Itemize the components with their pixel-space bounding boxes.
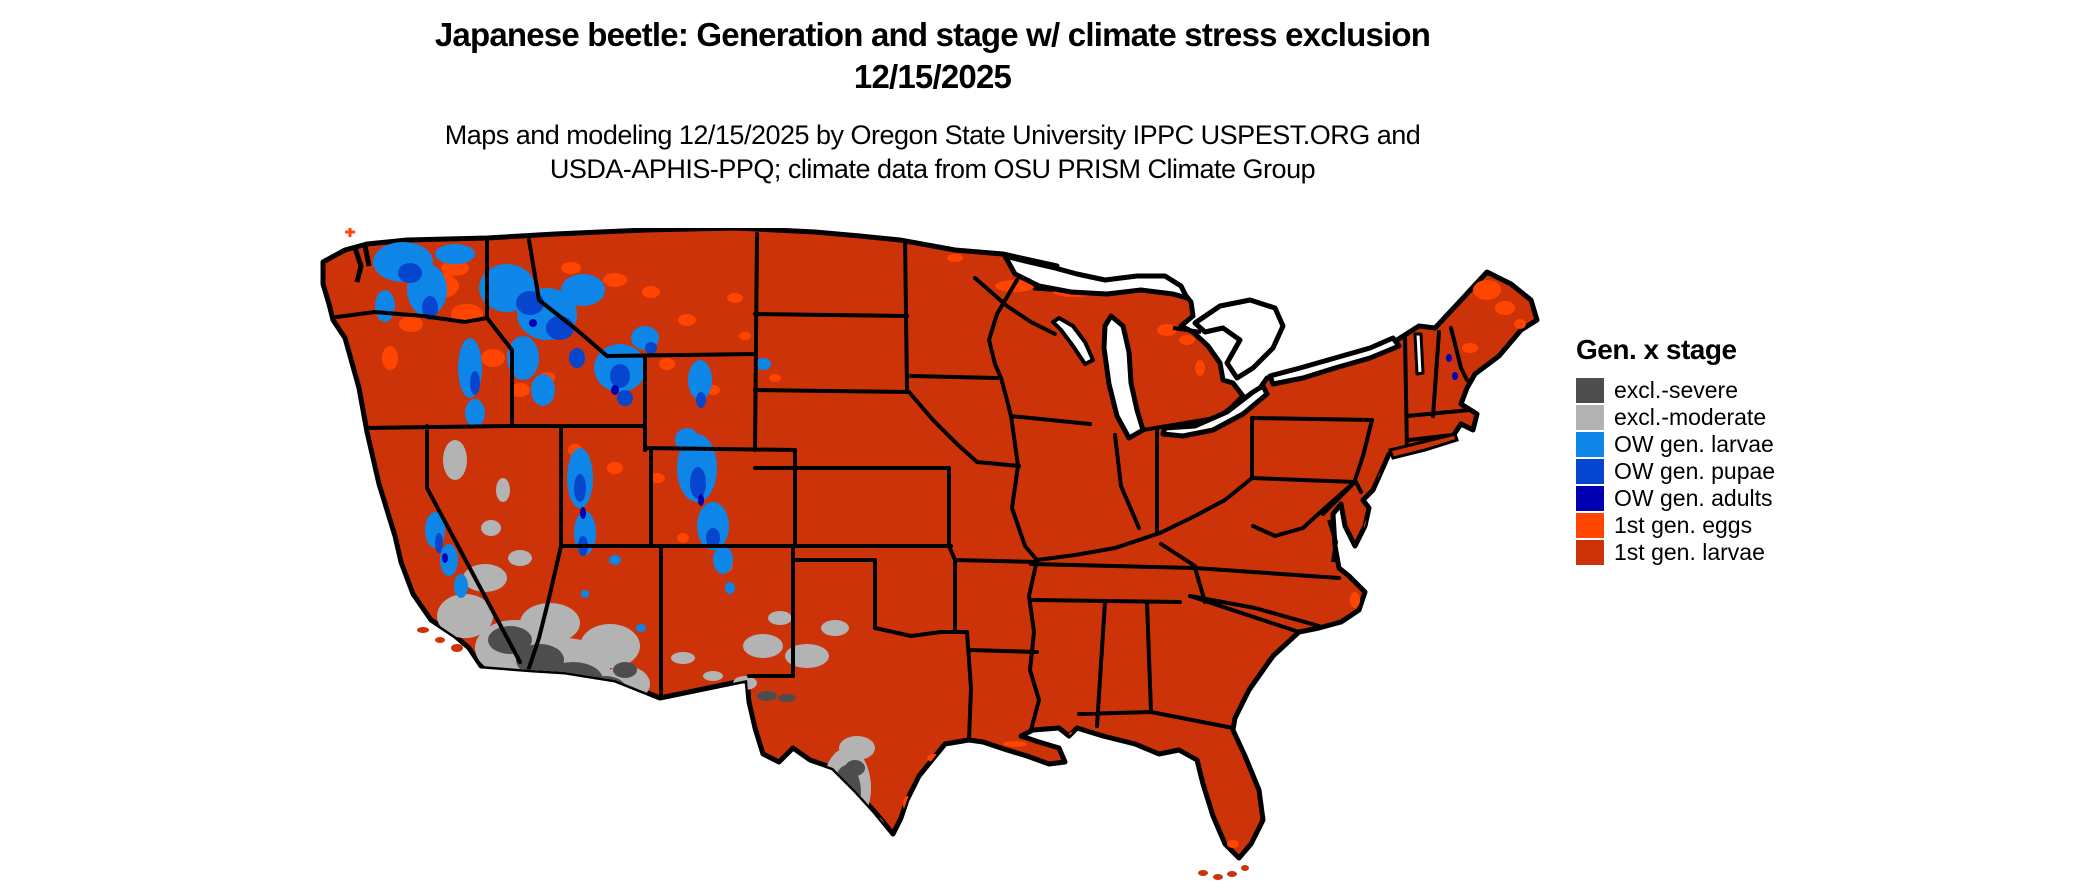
legend-item-label: OW gen. adults [1614,485,1773,511]
lake-champlain [1413,332,1425,376]
mackinac-strait [1172,326,1202,334]
legend-swatch [1576,459,1604,484]
puget-sound [352,245,372,283]
lake-michigan [1101,313,1146,441]
lake-huron [1192,297,1286,381]
title-line-1: Japanese beetle: Generation and stage w/… [434,16,1431,53]
lake-superior [1002,253,1190,301]
legend-title: Gen. x stage [1576,334,1737,365]
legend-item-label: excl.-moderate [1614,404,1767,430]
subtitle-line-1: Maps and modeling 12/15/2025 by Oregon S… [444,120,1421,150]
chesapeake-bay [1327,519,1339,563]
map-region-ow-pupae [398,263,720,556]
legend-swatch [1576,486,1604,511]
islands [1388,432,1459,460]
lake-erie [1160,383,1270,439]
legend-swatch [1576,540,1604,565]
legend-item: OW gen. larvae [1576,431,1775,457]
us-map [315,228,1547,892]
legend-item-label: 1st gen. eggs [1614,512,1753,538]
legend-item-label: OW gen. pupae [1614,458,1776,484]
legend-item: excl.-moderate [1576,404,1775,430]
lake-ontario [1267,335,1402,387]
great-lakes [1002,253,1425,441]
legend-item: 1st gen. eggs [1576,512,1775,538]
legend-item-label: OW gen. larvae [1614,431,1774,457]
title-line-2: 12/15/2025 [853,58,1012,95]
legend-item: OW gen. pupae [1576,458,1776,484]
legend-swatch [1576,378,1604,403]
long-island [1388,432,1459,460]
subtitle-line-2: USDA-APHIS-PPQ; climate data from OSU PR… [549,154,1316,184]
legend: Gen. x stage excl.-severe excl.-moderate… [1576,334,1775,567]
us-map-svg [315,228,1547,880]
legend-swatch [1576,432,1604,457]
map-subtitle: Maps and modeling 12/15/2025 by Oregon S… [315,118,1550,186]
map-title: Japanese beetle: Generation and stage w/… [315,14,1550,98]
legend-swatch [1576,513,1604,538]
state-borders [327,232,1472,742]
legend-swatch [1576,405,1604,430]
green-bay [1051,316,1095,366]
legend-item-label: excl.-severe [1614,377,1738,403]
legend-item: 1st gen. larvae [1576,539,1775,565]
legend-item: excl.-severe [1576,377,1775,403]
island-cross-marker [345,228,355,237]
legend-item-label: 1st gen. larvae [1614,539,1765,565]
small-islands [417,627,1249,880]
legend-item: OW gen. adults [1576,485,1775,511]
map-region-1st-gen-larvae [323,228,1537,858]
